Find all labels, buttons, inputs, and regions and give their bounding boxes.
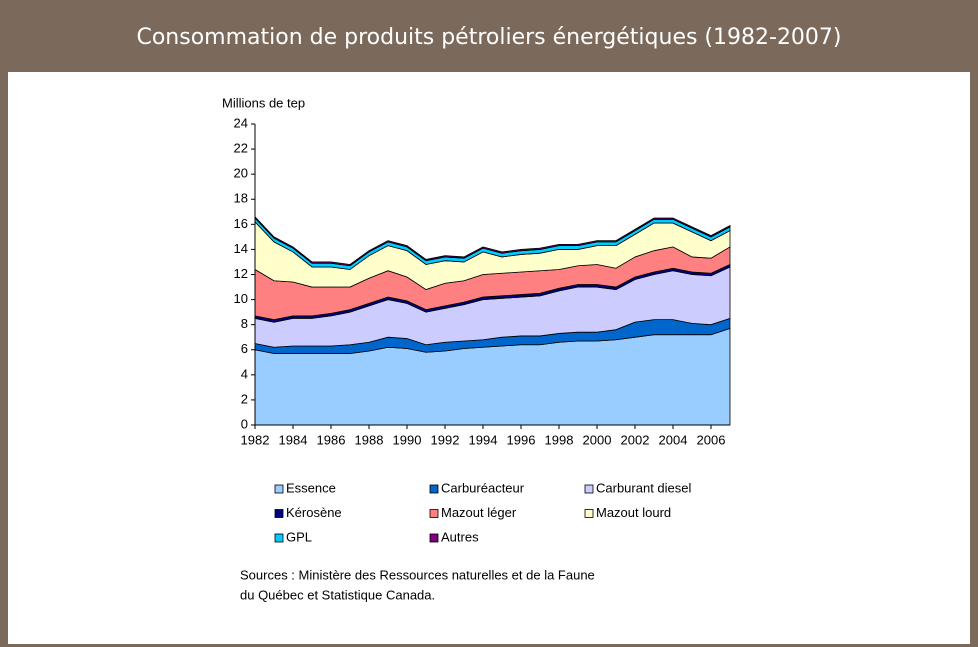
legend-label: Mazout léger	[441, 505, 517, 520]
area	[254, 215, 731, 267]
x-tick-label: 2002	[621, 432, 650, 447]
y-tick-label: 16	[234, 216, 248, 231]
legend-swatch	[274, 533, 284, 543]
legend-swatch	[584, 509, 594, 518]
y-tick-label: 4	[241, 366, 248, 381]
legend-swatch	[274, 484, 284, 494]
y-tick-label: 6	[241, 341, 248, 356]
x-tick-label: 1988	[355, 432, 384, 447]
y-tick-label: 0	[241, 416, 248, 431]
x-tick-label: 2006	[697, 432, 726, 447]
y-tick-label: 20	[234, 166, 248, 181]
legend-swatch	[429, 484, 439, 494]
page-title: Consommation de produits pétroliers éner…	[136, 25, 841, 50]
y-tick-label: 24	[234, 115, 248, 130]
legend-label: Essence	[286, 480, 336, 495]
y-tick-label: 14	[234, 241, 248, 256]
legend-swatch	[274, 509, 284, 518]
legend-label: Mazout lourd	[596, 505, 671, 520]
source-line: du Québec et Statistique Canada.	[240, 587, 435, 602]
y-tick-label: 22	[234, 141, 248, 156]
legend-label: GPL	[286, 529, 312, 544]
source-line: Sources : Ministère des Ressources natur…	[240, 567, 595, 582]
x-tick-label: 1990	[393, 432, 422, 447]
legend-label: Carburéacteur	[441, 480, 525, 495]
y-tick-label: 10	[234, 291, 248, 306]
legend-swatch	[429, 533, 439, 543]
legend-swatch	[584, 484, 594, 494]
legend-label: Carburant diesel	[596, 480, 691, 495]
x-tick-label: 1986	[317, 432, 346, 447]
legend-label: Autres	[441, 529, 479, 544]
y-tick-label: 18	[234, 191, 248, 206]
x-tick-label: 2000	[583, 432, 612, 447]
x-tick-label: 1982	[241, 432, 270, 447]
y-axis-label: Millions de tep	[222, 95, 305, 110]
y-tick-label: 2	[241, 391, 248, 406]
x-tick-label: 1998	[545, 432, 574, 447]
x-tick-label: 2004	[659, 432, 688, 447]
x-tick-label: 1992	[431, 432, 460, 447]
x-tick-label: 1984	[279, 432, 308, 447]
x-tick-label: 1994	[469, 432, 498, 447]
legend-swatch	[429, 509, 439, 518]
y-tick-label: 12	[234, 266, 248, 281]
y-tick-label: 8	[241, 316, 248, 331]
legend-label: Kérosène	[286, 505, 342, 520]
x-tick-label: 1996	[507, 432, 536, 447]
